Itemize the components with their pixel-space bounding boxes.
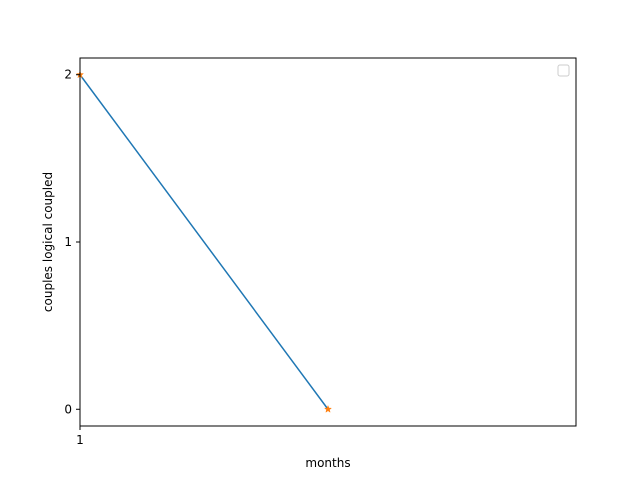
x-axis-label: months (305, 456, 350, 470)
series-line (78, 73, 330, 411)
y-tick-label: 0 (64, 402, 72, 416)
y-tick-label: 1 (64, 235, 72, 249)
y-tick-label: 2 (64, 68, 72, 82)
data-point-star (323, 404, 333, 413)
x-tick-label: 1 (76, 433, 84, 447)
legend-box (557, 64, 570, 77)
plot-area (80, 58, 576, 426)
y-axis-label: couples logical coupled (41, 172, 55, 312)
x-axis-ticks: 1 (76, 426, 84, 447)
y-axis-ticks: 0 1 2 (64, 68, 80, 416)
